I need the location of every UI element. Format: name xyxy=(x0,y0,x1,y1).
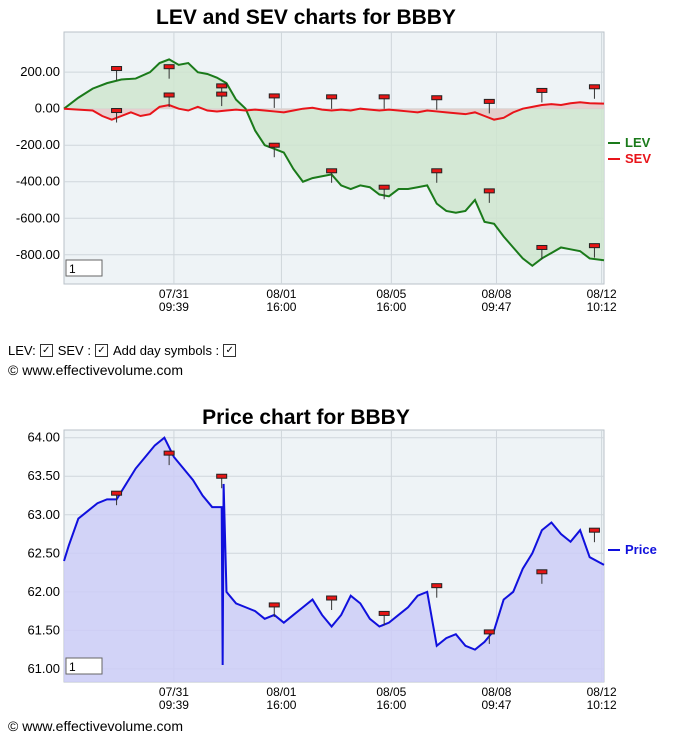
x-tick-label: 09:39 xyxy=(159,698,189,712)
y-tick-label: 61.50 xyxy=(27,622,60,637)
day-marker xyxy=(431,95,443,101)
y-tick-label: 61.00 xyxy=(27,661,60,676)
y-tick-label: -600.00 xyxy=(16,210,60,225)
x-tick-label: 16:00 xyxy=(376,300,406,314)
series-area-sev xyxy=(64,102,604,120)
day-marker xyxy=(536,87,548,93)
y-tick-label: 62.00 xyxy=(27,584,60,599)
y-tick-label: 62.50 xyxy=(27,545,60,560)
chart-title: Price chart for BBBY xyxy=(202,406,410,429)
x-tick-label: 10:12 xyxy=(587,698,617,712)
x-tick-label: 09:39 xyxy=(159,300,189,314)
day-marker xyxy=(483,629,495,635)
chart-title: LEV and SEV charts for BBBY xyxy=(156,6,456,29)
x-tick-label: 08/05 xyxy=(376,685,406,699)
day-marker xyxy=(163,64,175,70)
day-marker xyxy=(588,243,600,249)
day-marker xyxy=(111,490,123,496)
zoom-input-value: 1 xyxy=(69,262,76,276)
x-tick-label: 07/31 xyxy=(159,685,189,699)
series-area-price xyxy=(64,437,604,682)
x-tick-label: 08/12 xyxy=(587,685,617,699)
x-tick-label: 08/01 xyxy=(266,287,296,301)
day-marker xyxy=(326,595,338,601)
day-marker xyxy=(483,98,495,104)
day-marker xyxy=(483,188,495,194)
x-tick-label: 08/08 xyxy=(481,287,511,301)
series-line-price xyxy=(63,436,605,666)
x-tick-label: 09:47 xyxy=(481,698,511,712)
y-tick-label: -800.00 xyxy=(16,247,60,262)
day-symbols-label: Add day symbols : xyxy=(112,343,220,358)
y-tick-label: 200.00 xyxy=(20,64,60,79)
y-tick-label: -400.00 xyxy=(16,174,60,189)
x-tick-label: 09:47 xyxy=(481,300,511,314)
legend-label: Price xyxy=(625,542,657,557)
day-marker xyxy=(268,142,280,148)
x-tick-label: 08/05 xyxy=(376,287,406,301)
day-marker xyxy=(431,583,443,589)
lev-checkbox[interactable]: ✓ xyxy=(39,344,53,357)
day-marker xyxy=(216,83,228,89)
day-marker xyxy=(431,168,443,174)
day-marker xyxy=(536,244,548,250)
series-line-lev xyxy=(63,58,605,267)
day-marker xyxy=(378,184,390,190)
day-marker xyxy=(536,569,548,575)
day-marker xyxy=(216,91,228,97)
day-marker xyxy=(378,94,390,100)
day-marker xyxy=(111,108,123,114)
x-tick-label: 07/31 xyxy=(159,287,189,301)
x-tick-label: 10:12 xyxy=(587,300,617,314)
sev-toggle-label: SEV : xyxy=(57,343,91,358)
day-marker xyxy=(588,84,600,90)
zoom-input[interactable] xyxy=(65,259,103,277)
x-tick-label: 08/08 xyxy=(481,685,511,699)
price-chart: Price chart for BBBY 07/3109:3908/0116:0… xyxy=(27,406,657,712)
y-tick-label: 63.00 xyxy=(27,507,60,522)
x-tick-label: 08/01 xyxy=(266,685,296,699)
y-tick-label: 0.00 xyxy=(35,101,60,116)
x-tick-label: 16:00 xyxy=(266,698,296,712)
y-tick-label: 64.00 xyxy=(27,430,60,445)
copyright-bottom: © www.effectivevolume.com xyxy=(8,718,184,734)
day-marker xyxy=(111,66,123,72)
copyright-top: © www.effectivevolume.com xyxy=(8,362,184,378)
y-tick-label: 63.50 xyxy=(27,468,60,483)
lev-toggle-label: LEV: xyxy=(8,343,36,358)
day-marker xyxy=(588,527,600,533)
x-tick-label: 16:00 xyxy=(266,300,296,314)
day-marker xyxy=(268,93,280,99)
day-marker xyxy=(378,610,390,616)
legend-label: LEV xyxy=(625,135,651,150)
series-line-sev xyxy=(63,101,605,121)
day-marker xyxy=(216,473,228,479)
zoom-input-value: 1 xyxy=(69,660,76,674)
day-marker xyxy=(326,94,338,100)
day-marker xyxy=(326,168,338,174)
series-toggles: LEV: ✓ SEV : ✓ Add day symbols : ✓ xyxy=(8,343,239,358)
x-tick-label: 08/12 xyxy=(587,287,617,301)
day-marker xyxy=(163,92,175,98)
x-tick-label: 16:00 xyxy=(376,698,406,712)
sev-checkbox[interactable]: ✓ xyxy=(94,344,108,357)
day-marker xyxy=(163,450,175,456)
y-tick-label: -200.00 xyxy=(16,137,60,152)
day-marker xyxy=(268,602,280,608)
zoom-input[interactable] xyxy=(65,657,103,675)
legend-label: SEV xyxy=(625,151,651,166)
day-symbols-checkbox[interactable]: ✓ xyxy=(223,344,237,357)
